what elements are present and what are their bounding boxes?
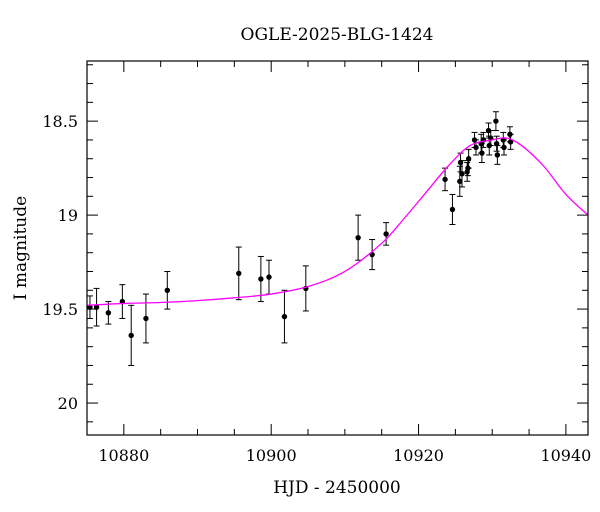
point-marker — [383, 231, 389, 237]
data-point — [501, 139, 508, 156]
y-tick-label: 19 — [58, 206, 78, 225]
x-tick-label: 10920 — [393, 446, 444, 465]
x-tick-label: 10900 — [246, 446, 297, 465]
x-tick-label: 10940 — [540, 446, 591, 465]
y-tick-label: 18.5 — [42, 112, 78, 131]
point-marker — [355, 234, 361, 241]
point-marker — [143, 315, 149, 322]
data-point — [456, 165, 463, 197]
data-point — [164, 270, 171, 310]
point-marker — [493, 140, 500, 147]
point-marker — [459, 171, 465, 177]
point-marker — [442, 176, 448, 183]
point-marker — [164, 287, 171, 293]
data-point — [142, 293, 149, 344]
data-point — [369, 239, 376, 271]
x-tick-label: 10880 — [98, 446, 149, 465]
point-marker — [457, 178, 463, 184]
point-marker — [266, 274, 272, 280]
point-marker — [465, 156, 472, 162]
data-point — [507, 133, 514, 150]
data-point — [86, 295, 93, 319]
data-point — [355, 214, 362, 261]
point-marker — [258, 276, 264, 282]
data-point — [449, 193, 456, 226]
data-point — [128, 304, 135, 366]
data-point — [459, 160, 466, 188]
axis-ticks — [86, 61, 588, 435]
point-marker — [236, 270, 242, 277]
point-marker — [494, 152, 501, 158]
y-axis-label: I magnitude — [11, 196, 31, 300]
tick-labels: 10880 10900 10920 10940 18.5 19 19.5 20 — [42, 112, 591, 465]
point-marker — [449, 206, 456, 213]
data-point — [494, 145, 501, 165]
point-marker — [473, 144, 479, 151]
data-point — [105, 301, 112, 325]
x-axis-label: HJD - 2450000 — [273, 478, 401, 498]
point-marker — [493, 118, 499, 124]
data-point — [383, 222, 390, 246]
point-marker — [105, 310, 112, 316]
point-marker — [281, 313, 288, 320]
data-points — [86, 111, 514, 366]
model-curve — [86, 137, 589, 306]
point-marker — [128, 332, 134, 339]
chart-title: OGLE-2025-BLG-1424 — [241, 25, 434, 45]
data-point — [465, 148, 472, 169]
data-point — [478, 143, 485, 163]
point-marker — [507, 139, 514, 145]
data-point — [235, 246, 242, 301]
y-tick-label: 19.5 — [42, 300, 78, 319]
data-point — [93, 287, 100, 327]
data-point — [492, 111, 499, 132]
data-point — [281, 289, 288, 344]
y-tick-label: 20 — [58, 394, 78, 413]
data-point — [473, 139, 480, 156]
point-marker — [479, 150, 485, 156]
plot-frame — [86, 60, 589, 436]
data-point — [464, 161, 471, 182]
data-point — [257, 255, 264, 303]
point-marker — [93, 304, 100, 310]
data-point — [119, 284, 126, 319]
data-point — [265, 259, 272, 295]
point-marker — [501, 144, 507, 151]
